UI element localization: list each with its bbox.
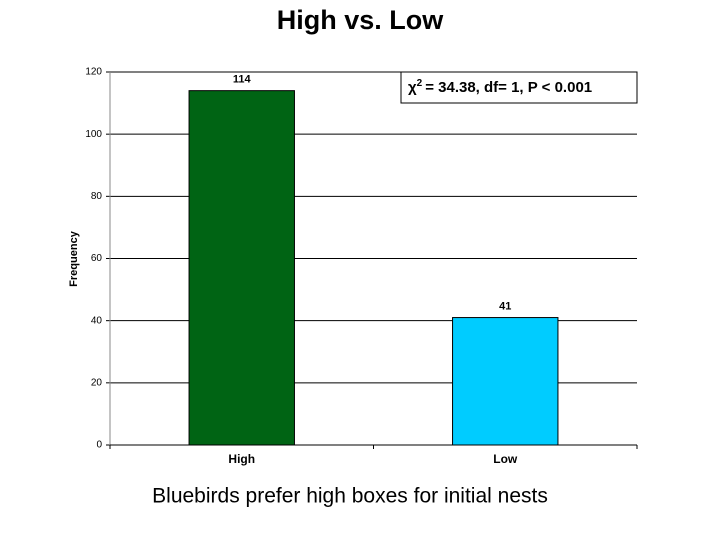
value-label: 41 xyxy=(499,300,511,312)
y-tick-label: 80 xyxy=(91,191,103,202)
y-tick-label: 60 xyxy=(91,253,103,264)
x-tick-label: High xyxy=(228,452,255,466)
bar xyxy=(452,317,559,446)
y-tick-label: 40 xyxy=(91,315,103,326)
annotation-text: = 34.38, df= 1, P < 0.001 xyxy=(425,79,592,96)
y-tick-label: 20 xyxy=(91,377,103,388)
annotation: χ2 = 34.38, df= 1, P < 0.001 xyxy=(408,78,592,96)
annotation-box xyxy=(400,71,638,104)
annotation-symbol: χ xyxy=(408,79,417,96)
x-tick-label: Low xyxy=(493,452,518,466)
y-tick-label: 0 xyxy=(96,440,102,451)
chart-title: High vs. Low xyxy=(277,5,445,35)
value-label: 114 xyxy=(233,74,252,86)
y-tick-label: 120 xyxy=(85,67,102,78)
annotation-superscript: 2 xyxy=(417,78,423,89)
bar xyxy=(188,90,295,446)
caption: Bluebirds prefer high boxes for initial … xyxy=(152,485,548,508)
y-tick-label: 100 xyxy=(85,129,102,140)
y-axis-label: Frequency xyxy=(68,230,80,287)
